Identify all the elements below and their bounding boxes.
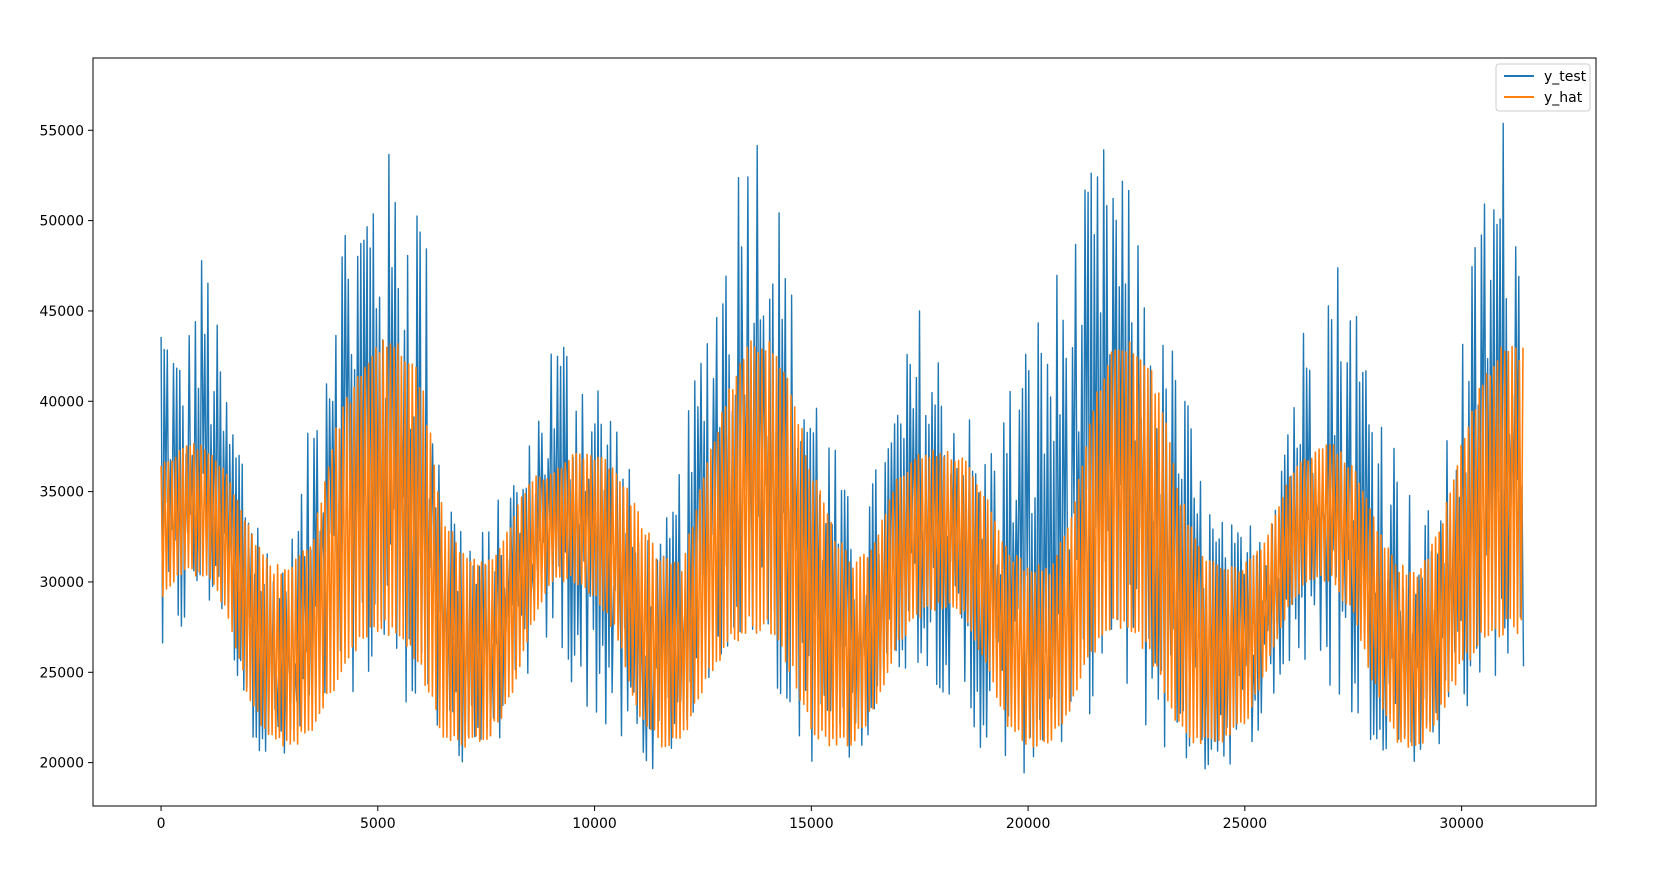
x-tick-label: 15000 (789, 816, 834, 832)
x-tick-label: 25000 (1223, 816, 1268, 832)
legend-label-y-test: y_test (1544, 69, 1587, 85)
x-tick-label: 0 (157, 816, 166, 832)
series-line-y-hat (160, 339, 1524, 748)
series-layer (160, 122, 1525, 774)
plot-area-frame (92, 57, 1597, 807)
legend-label-y-hat: y_hat (1544, 90, 1583, 106)
y-tick-label: 45000 (39, 304, 84, 320)
y-tick-label: 50000 (39, 214, 84, 230)
y-tick-label: 35000 (39, 485, 84, 501)
y-axis: 20000 25000 30000 35000 40000 45000 50000 55000 (39, 123, 93, 772)
y-tick-label: 25000 (39, 665, 84, 681)
x-axis: 0 5000 10000 15000 20000 25000 30000 (157, 806, 1484, 832)
y-tick-label: 55000 (39, 123, 84, 139)
legend: y_test y_hat (1495, 63, 1591, 112)
x-tick-label: 5000 (360, 816, 396, 832)
y-tick-label: 30000 (39, 575, 84, 591)
x-tick-label: 20000 (1006, 816, 1051, 832)
x-tick-label: 30000 (1439, 816, 1484, 832)
y-tick-label: 20000 (39, 756, 84, 772)
y-tick-label: 40000 (39, 394, 84, 410)
x-tick-label: 10000 (572, 816, 617, 832)
